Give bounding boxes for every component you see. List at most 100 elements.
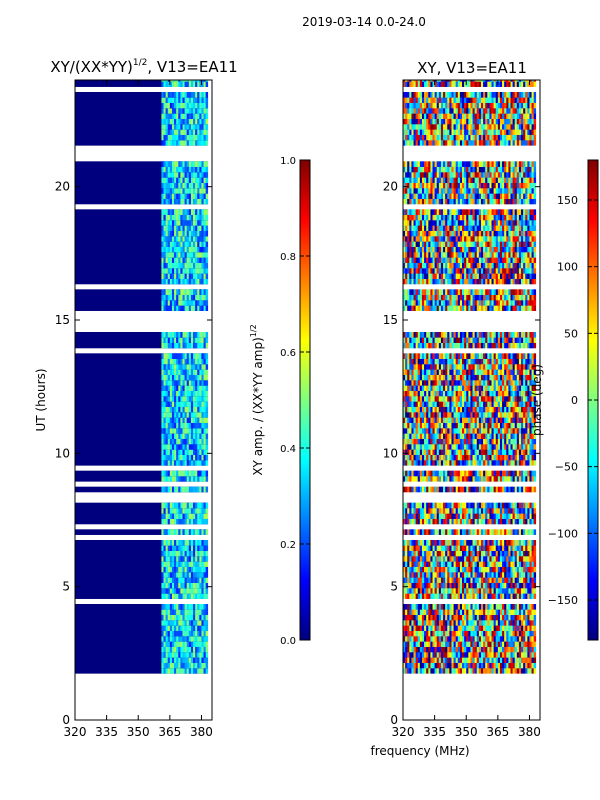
heatmap-cell bbox=[512, 614, 516, 621]
heatmap-cell bbox=[174, 214, 177, 221]
heatmap-cell bbox=[413, 540, 416, 546]
heatmap-cell bbox=[163, 460, 166, 466]
heatmap-cell bbox=[464, 582, 467, 589]
heatmap-cell bbox=[186, 412, 190, 418]
heatmap-cell bbox=[434, 406, 438, 413]
heatmap-cell bbox=[440, 668, 444, 674]
heatmap-cell bbox=[195, 337, 198, 343]
heatmap-cell bbox=[438, 438, 442, 445]
heatmap-cell bbox=[523, 540, 526, 546]
heatmap-cell bbox=[510, 577, 513, 583]
heatmap-cell bbox=[203, 268, 206, 274]
heatmap-cell bbox=[169, 401, 173, 407]
heatmap-cell bbox=[197, 102, 200, 109]
heatmap-cell bbox=[521, 401, 524, 407]
heatmap-cell bbox=[205, 529, 209, 535]
heatmap-cell bbox=[176, 97, 179, 103]
heatmap-cell bbox=[176, 342, 179, 349]
heatmap-cell bbox=[197, 262, 200, 269]
y-tick-label: 10 bbox=[55, 446, 70, 460]
heatmap-cell bbox=[184, 81, 188, 87]
heatmap-cell bbox=[203, 422, 206, 429]
heatmap-cell bbox=[512, 646, 516, 653]
heatmap-cell bbox=[190, 80, 194, 82]
heatmap-cell bbox=[424, 454, 427, 461]
heatmap-cell bbox=[169, 460, 173, 466]
heatmap-cell bbox=[426, 476, 429, 482]
heatmap-cell bbox=[165, 252, 169, 258]
heatmap-cell bbox=[474, 668, 478, 674]
heatmap-cell bbox=[512, 529, 516, 535]
heatmap-cell bbox=[518, 614, 522, 621]
heatmap-cell bbox=[487, 529, 490, 535]
heatmap-cell bbox=[167, 401, 171, 407]
heatmap-cell bbox=[415, 502, 419, 509]
heatmap-cell bbox=[186, 556, 190, 562]
heatmap-cell bbox=[432, 588, 435, 594]
heatmap-cell bbox=[432, 625, 435, 631]
heatmap-cell bbox=[188, 252, 192, 258]
heatmap-cell bbox=[457, 486, 461, 493]
heatmap-cell bbox=[405, 513, 408, 519]
heatmap-cell bbox=[169, 369, 173, 375]
heatmap-cell bbox=[419, 433, 423, 439]
heatmap-cell bbox=[424, 486, 427, 493]
heatmap-cell bbox=[428, 572, 431, 578]
heatmap-cell bbox=[445, 454, 448, 461]
heatmap-cell bbox=[514, 454, 518, 461]
heatmap-cell bbox=[199, 337, 202, 343]
heatmap-cell bbox=[199, 118, 202, 125]
heatmap-cell bbox=[163, 374, 166, 381]
heatmap-cell bbox=[176, 124, 179, 130]
heatmap-cell bbox=[186, 652, 190, 658]
heatmap-cell bbox=[527, 582, 530, 589]
heatmap-cell bbox=[199, 556, 202, 562]
heatmap-cell bbox=[438, 508, 442, 514]
heatmap-cell bbox=[424, 438, 427, 445]
heatmap-cell bbox=[472, 620, 475, 626]
heatmap-cell bbox=[495, 582, 499, 589]
heatmap-cell bbox=[188, 118, 192, 125]
heatmap-cell bbox=[405, 604, 408, 610]
heatmap-cell bbox=[205, 209, 209, 215]
heatmap-cell bbox=[480, 641, 484, 647]
heatmap-cell bbox=[163, 662, 166, 669]
heatmap-cell bbox=[197, 177, 200, 183]
heatmap-cell bbox=[447, 572, 450, 578]
heatmap-cell bbox=[476, 641, 480, 647]
heatmap-cell bbox=[163, 140, 166, 146]
heatmap-cell bbox=[527, 417, 530, 423]
heatmap-cell bbox=[409, 486, 412, 493]
heatmap-cell bbox=[75, 97, 208, 103]
heatmap-cell bbox=[504, 561, 507, 567]
heatmap-cell bbox=[502, 566, 505, 573]
heatmap-cell bbox=[169, 406, 173, 413]
heatmap-cell bbox=[205, 470, 209, 477]
heatmap-cell bbox=[506, 582, 509, 589]
heatmap-cell bbox=[485, 604, 488, 610]
heatmap-cell bbox=[504, 529, 507, 535]
heatmap-cell bbox=[186, 193, 190, 199]
heatmap-cell bbox=[504, 652, 507, 658]
heatmap-cell bbox=[182, 406, 185, 413]
heatmap-cell bbox=[413, 641, 416, 647]
heatmap-cell bbox=[193, 545, 196, 551]
heatmap-cell bbox=[407, 646, 410, 653]
heatmap-cell bbox=[199, 390, 202, 397]
heatmap-cell bbox=[445, 577, 448, 583]
heatmap-cell bbox=[487, 609, 490, 615]
heatmap-cell bbox=[171, 268, 175, 274]
heatmap-cell bbox=[491, 572, 494, 578]
heatmap-cell bbox=[205, 460, 209, 466]
heatmap-cell bbox=[483, 433, 486, 439]
heatmap-cell bbox=[190, 641, 194, 647]
heatmap-cell bbox=[472, 630, 475, 637]
heatmap-cell bbox=[165, 502, 169, 509]
heatmap-cell bbox=[421, 561, 425, 567]
heatmap-cell bbox=[480, 460, 484, 466]
heatmap-cell bbox=[487, 449, 490, 455]
heatmap-cell bbox=[506, 412, 509, 418]
heatmap-cell bbox=[75, 476, 208, 482]
heatmap-cell bbox=[470, 433, 473, 439]
heatmap-cell bbox=[464, 668, 467, 674]
